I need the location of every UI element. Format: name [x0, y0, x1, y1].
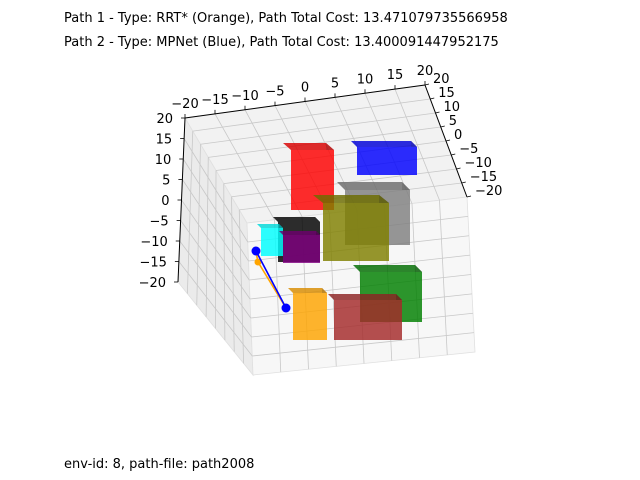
path-2-title: Path 2 - Type: MPNet (Blue), Path Total …	[64, 35, 499, 50]
tick-label: −10	[140, 235, 167, 250]
tick-label: −5	[265, 85, 284, 100]
tick-mark	[461, 181, 466, 184]
tick-mark	[445, 139, 451, 142]
obstacle-top-face	[313, 195, 389, 203]
tick-mark	[451, 153, 456, 156]
paths	[251, 246, 291, 313]
tick-label: −20	[139, 276, 166, 291]
tick-mark	[424, 83, 430, 86]
grid-line	[439, 200, 448, 355]
tick-label: −5	[459, 142, 478, 157]
x-axis-ticks: −20 −15 −10 −5 0 5 10 15 20	[171, 64, 433, 118]
tick-label: 15	[438, 86, 455, 101]
path-mpnet	[251, 246, 291, 313]
obstacle-top-face	[351, 141, 417, 147]
tick-label: 0	[161, 194, 169, 209]
tick-label: 20	[156, 112, 173, 127]
grid-line	[252, 332, 475, 357]
tick-label: 0	[454, 128, 462, 143]
obstacle-front-face	[334, 300, 402, 340]
path-line	[255, 250, 287, 309]
grid-line	[394, 88, 440, 201]
tick-label: −15	[201, 93, 228, 108]
obstacle-top-face	[288, 288, 327, 293]
tick-label: 15	[156, 133, 173, 148]
env-footer: env-id: 8, path-file: path2008	[64, 457, 255, 472]
obstacle-top-face	[257, 224, 283, 228]
obstacle-purple-box	[279, 231, 320, 263]
tick-label: 20	[433, 72, 450, 87]
obstacle-top-face	[273, 217, 320, 222]
obstacle-front-face	[283, 235, 320, 263]
tick-label: −15	[139, 256, 166, 271]
obstacle-front-face	[261, 228, 283, 256]
obstacles	[257, 141, 422, 340]
tick-mark	[440, 125, 445, 128]
path-point	[251, 246, 261, 256]
tick-label: −10	[465, 156, 492, 171]
tick-label: 10	[155, 153, 172, 168]
obstacle-top-face	[337, 182, 410, 190]
obstacle-front-face	[357, 147, 417, 175]
tick-label: −20	[475, 184, 502, 199]
tick-label: −10	[231, 89, 258, 104]
grid-line	[231, 196, 235, 352]
path-point	[281, 303, 291, 313]
tick-mark	[466, 195, 472, 198]
obstacle-olive-box	[313, 195, 389, 261]
obstacle-brown-box	[328, 294, 402, 340]
tick-label: 15	[387, 68, 404, 83]
grid-line	[223, 183, 226, 341]
tick-mark	[456, 167, 461, 170]
tick-label: 0	[301, 81, 309, 96]
grid-line	[178, 261, 253, 357]
obstacle-front-face	[293, 293, 327, 340]
tick-label: 5	[331, 76, 339, 91]
grid-line	[180, 220, 252, 319]
tick-label: 5	[162, 174, 170, 189]
obstacle-blue-box	[351, 141, 417, 175]
grid-line	[215, 170, 217, 329]
tick-label: −15	[470, 170, 497, 185]
obstacle-top-face	[353, 265, 422, 272]
tick-label: 20	[417, 64, 434, 79]
grid-line	[238, 209, 245, 364]
tick-mark	[430, 97, 435, 100]
tick-label: −5	[149, 215, 168, 230]
tick-label: 10	[357, 72, 374, 87]
obstacle-orange-box	[288, 288, 327, 340]
tick-label: −20	[171, 97, 198, 112]
tick-label: 5	[449, 114, 457, 129]
path-1-title: Path 1 - Type: RRT* (Orange), Path Total…	[64, 11, 508, 26]
path-point	[254, 258, 262, 266]
obstacle-top-face	[283, 143, 334, 150]
z-axis-ticks: 20 15 10 5 0 −5 −10 −15 −20	[139, 112, 185, 291]
obstacle-top-face	[279, 231, 320, 235]
obstacle-front-face	[323, 203, 389, 261]
grid-line	[179, 240, 252, 338]
tick-mark	[435, 111, 440, 114]
tick-label: 10	[444, 100, 461, 115]
obstacle-top-face	[328, 294, 402, 300]
